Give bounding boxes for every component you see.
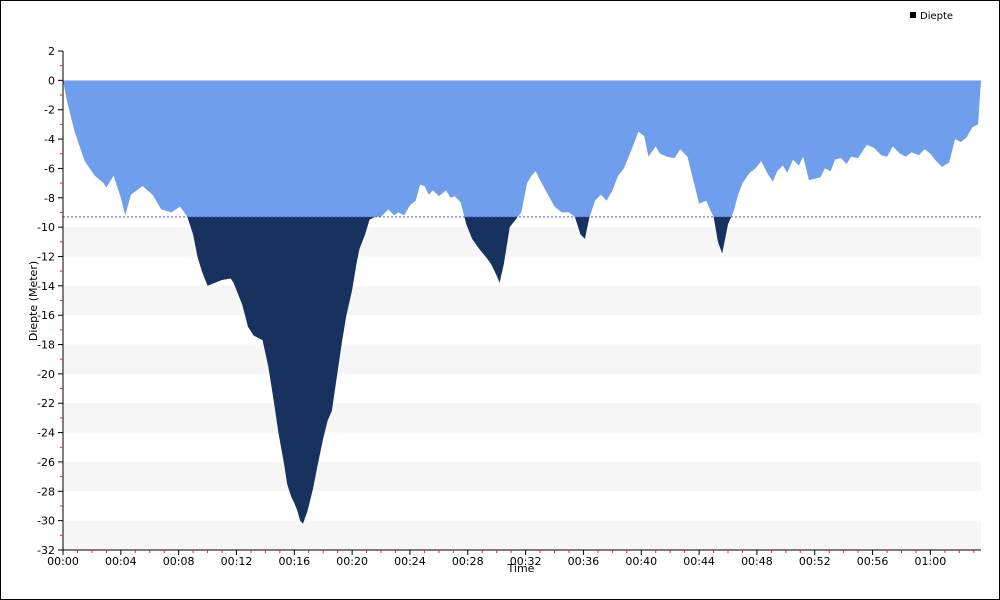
- y-tick-label: -24: [37, 427, 55, 440]
- x-tick-label: 00:12: [221, 555, 253, 568]
- y-tick-label: -30: [37, 515, 55, 528]
- area-layer: [63, 80, 981, 524]
- y-tick-label: -20: [37, 368, 55, 381]
- x-tick-label: 00:36: [568, 555, 600, 568]
- y-tick-label: 2: [48, 45, 55, 58]
- legend: Diepte: [910, 11, 953, 22]
- y-tick-label: -26: [37, 456, 55, 469]
- grid-bands: [63, 227, 981, 550]
- y-tick-label: -14: [37, 280, 55, 293]
- x-tick-label: 00:20: [336, 555, 368, 568]
- y-tick-label: -10: [37, 221, 55, 234]
- x-tick-label: 00:32: [510, 555, 542, 568]
- x-tick-label: 00:52: [799, 555, 831, 568]
- x-tick-label: 00:24: [394, 555, 426, 568]
- x-axis-label: Time: [507, 562, 535, 575]
- y-tick-label: -4: [44, 133, 55, 146]
- x-tick-label: 00:04: [105, 555, 137, 568]
- y-tick-label: -18: [37, 339, 55, 352]
- y-tick-label: -8: [44, 192, 55, 205]
- y-axis-label: Diepte (Meter): [27, 261, 40, 341]
- x-tick-label: 00:00: [47, 555, 79, 568]
- grid-band: [63, 520, 981, 550]
- x-tick-label: 00:44: [683, 555, 715, 568]
- y-tick-label: -12: [37, 250, 55, 263]
- depth-area-shallow: [63, 80, 981, 217]
- x-tick-label: 00:40: [625, 555, 657, 568]
- y-tick-label: -6: [44, 162, 55, 175]
- tick-layer: 2 0 -2 -4 -6 -8 -10 -12 -14 -16 -18 -20 -22 -24 -26 -28…: [37, 45, 975, 568]
- grid-band: [63, 344, 981, 374]
- x-tick-label: 00:48: [741, 555, 773, 568]
- x-tick-label: 00:16: [278, 555, 310, 568]
- depth-area-deep: [187, 216, 732, 524]
- x-tick-label: 00:56: [857, 555, 889, 568]
- y-tick-label: -28: [37, 485, 55, 498]
- grid-band: [63, 461, 981, 492]
- y-tick-label: -16: [37, 309, 55, 322]
- y-tick-label: -2: [44, 104, 55, 117]
- y-tick-label: -22: [37, 397, 55, 410]
- x-tick-label: 01:00: [915, 555, 947, 568]
- y-tick-label: 0: [48, 74, 55, 87]
- legend-swatch: [910, 12, 916, 18]
- grid-band: [63, 285, 981, 316]
- y-tick-label: -32: [37, 544, 55, 557]
- legend-label: Diepte: [920, 11, 953, 22]
- x-tick-label: 00:08: [163, 555, 195, 568]
- x-tick-label: 00:28: [452, 555, 484, 568]
- grid-band: [63, 403, 981, 433]
